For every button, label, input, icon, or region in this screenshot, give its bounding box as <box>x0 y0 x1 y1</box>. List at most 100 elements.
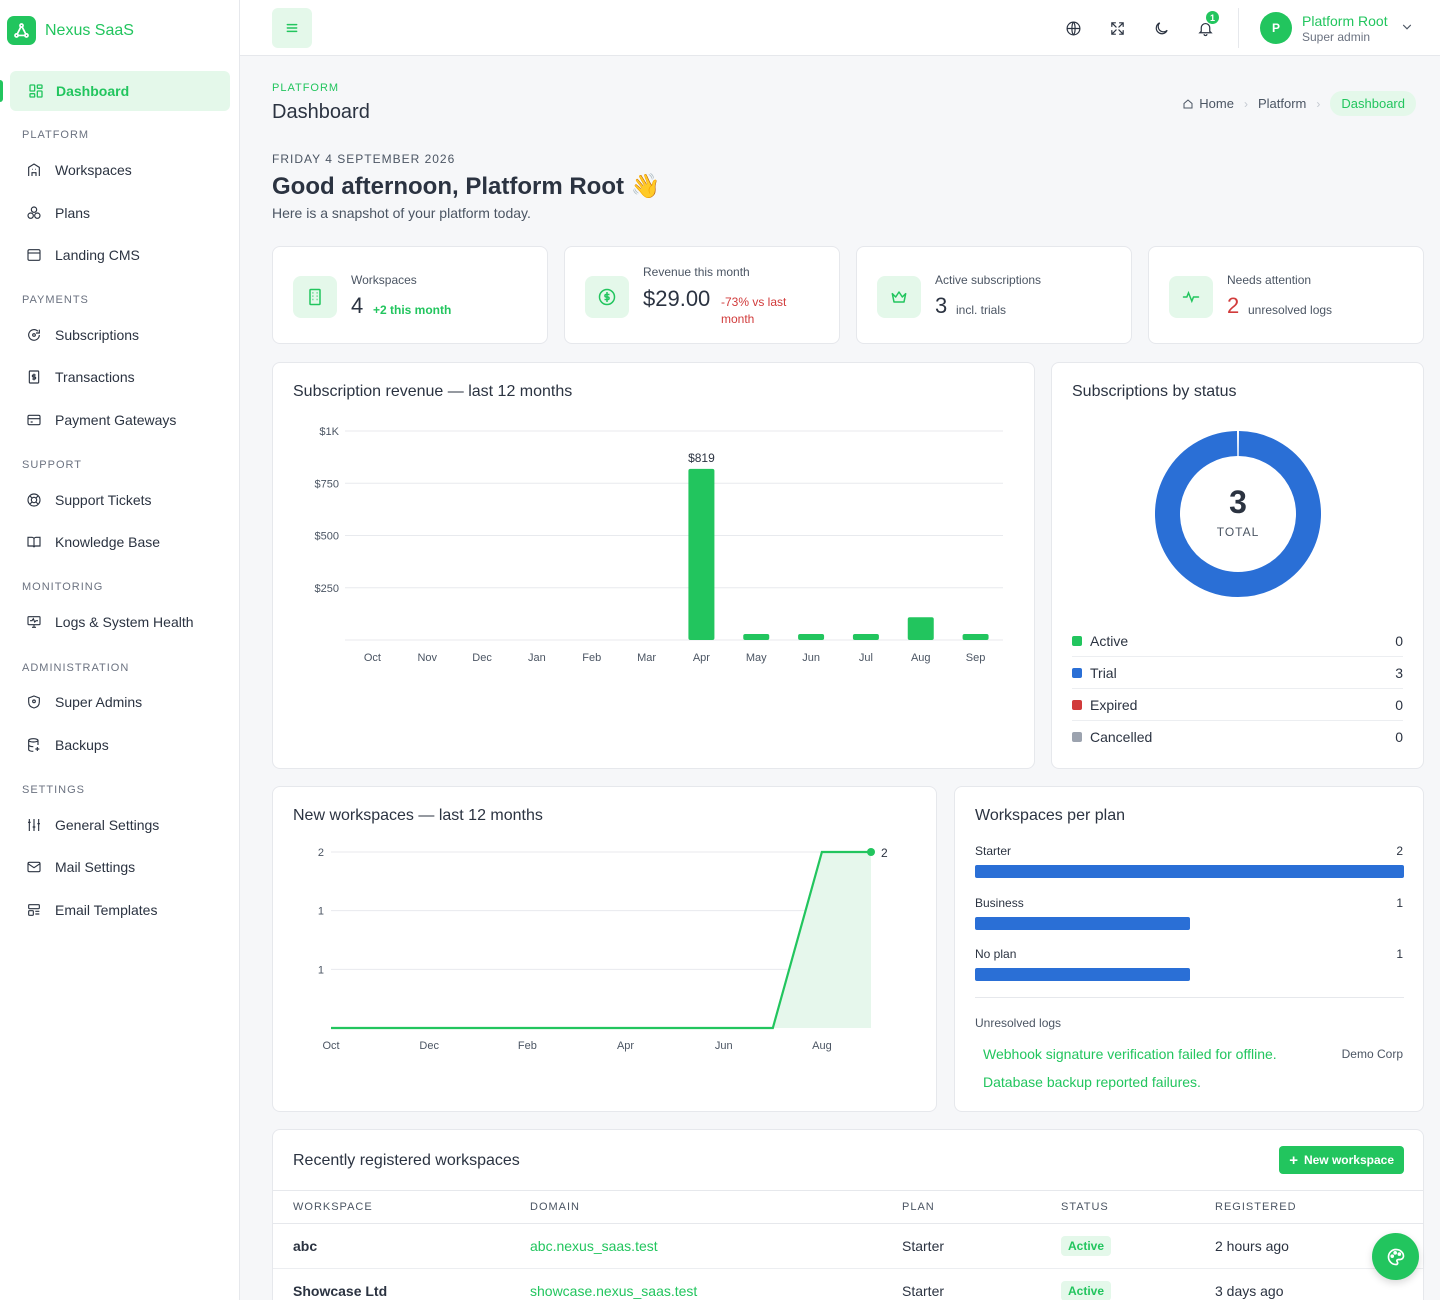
donut-slice[interactable] <box>1155 431 1321 597</box>
menu-icon <box>286 23 298 33</box>
table-header: WORKSPACE DOMAIN PLAN STATUS REGISTERED <box>273 1190 1423 1224</box>
legend-label: Active <box>1090 632 1129 649</box>
topbar: 1 P Platform Root Super admin <box>240 0 1440 56</box>
notification-badge: 1 <box>1206 11 1219 24</box>
sliders-icon <box>28 819 40 831</box>
legend-row-expired: Expired 0 <box>1072 689 1403 721</box>
x-tick-label: Apr <box>693 652 710 664</box>
language-button[interactable] <box>1057 12 1089 44</box>
sidebar-item-super-admins[interactable]: Super Admins <box>26 694 142 710</box>
sidebar-item-mail-settings[interactable]: Mail Settings <box>26 859 135 875</box>
sidebar-item-support-tickets[interactable]: Support Tickets <box>26 492 152 508</box>
x-tick-label: Jul <box>859 652 873 664</box>
brand-logo-icon <box>7 16 36 45</box>
workspace-plan: Starter <box>902 1283 945 1299</box>
column-header[interactable]: DOMAIN <box>530 1201 580 1213</box>
section-title-settings: SETTINGS <box>22 784 86 796</box>
user-role: Super admin <box>1302 30 1371 44</box>
revenue-bar[interactable] <box>743 633 770 640</box>
theme-toggle-button[interactable] <box>1145 12 1177 44</box>
stat-label: Workspaces <box>351 273 417 287</box>
column-header[interactable]: STATUS <box>1061 1201 1109 1213</box>
workspace-registered: 3 days ago <box>1215 1283 1284 1299</box>
revenue-bar[interactable] <box>798 633 825 640</box>
card-title: Recently registered workspaces <box>293 1152 520 1169</box>
shield-icon <box>28 695 40 709</box>
sidebar-item-knowledge-base[interactable]: Knowledge Base <box>26 534 160 550</box>
card-title: Subscription revenue — last 12 months <box>293 383 573 400</box>
sidebar-item-logs[interactable]: Logs & System Health <box>26 614 194 630</box>
column-header[interactable]: REGISTERED <box>1215 1201 1297 1213</box>
plan-chart-card: Workspaces per plan Starter 2 Business 1 No … <box>954 786 1424 1112</box>
brand-name: Nexus SaaS <box>45 21 134 39</box>
theme-customizer-button[interactable] <box>1372 1233 1419 1280</box>
active-indicator <box>0 80 3 102</box>
status-badge: Active <box>1061 1281 1112 1300</box>
sidebar-item-payment-gateways[interactable]: Payment Gateways <box>26 412 176 428</box>
workspace-domain-link[interactable]: abc.nexus_saas.test <box>530 1238 658 1254</box>
log-link[interactable]: Webhook signature verification failed fo… <box>983 1046 1277 1062</box>
sidebar-item-transactions[interactable]: Transactions <box>26 369 135 385</box>
logs-title: Unresolved logs <box>975 1016 1062 1030</box>
plan-bar[interactable] <box>975 916 1190 930</box>
revenue-bar[interactable] <box>962 633 989 640</box>
table-row[interactable]: abc abc.nexus_saas.test Starter Active 2… <box>273 1224 1423 1269</box>
activity-icon <box>1169 276 1213 318</box>
table-row[interactable]: Showcase Ltd showcase.nexus_saas.test St… <box>273 1269 1423 1300</box>
workspace-domain-link[interactable]: showcase.nexus_saas.test <box>530 1283 698 1299</box>
receipt-icon <box>28 370 40 384</box>
user-name[interactable]: Platform Root <box>1302 13 1388 29</box>
stat-card-revenue: Revenue this month $29.00 -73% vs last m… <box>564 246 840 344</box>
x-tick-label: Dec <box>419 1040 439 1052</box>
breadcrumb-label: Home <box>1199 96 1234 111</box>
new-workspace-button[interactable]: + New workspace <box>1279 1146 1404 1174</box>
brand[interactable]: Nexus SaaS <box>7 16 134 45</box>
column-header[interactable]: PLAN <box>902 1201 935 1213</box>
plan-bar[interactable] <box>975 968 1190 981</box>
boxes-icon <box>27 206 41 219</box>
section-title-administration: ADMINISTRATION <box>22 662 130 674</box>
breadcrumb-platform[interactable]: Platform <box>1257 96 1307 111</box>
log-link[interactable]: Database backup reported failures. <box>983 1074 1201 1090</box>
revenue-bar[interactable] <box>907 617 934 640</box>
plan-bar[interactable] <box>975 865 1404 878</box>
menu-toggle-button[interactable] <box>272 8 312 48</box>
x-tick-label: Nov <box>417 652 437 664</box>
sidebar-item-label: Dashboard <box>56 83 130 99</box>
column-header[interactable]: WORKSPACE <box>293 1201 373 1213</box>
sidebar-item-workspaces[interactable]: Workspaces <box>26 162 132 178</box>
bell-icon <box>1197 22 1213 36</box>
fullscreen-button[interactable] <box>1101 12 1133 44</box>
legend-value: 3 <box>1395 664 1403 681</box>
sidebar-item-subscriptions[interactable]: Subscriptions <box>26 327 139 343</box>
notifications-button[interactable]: 1 <box>1189 11 1221 44</box>
breadcrumb-current: Dashboard <box>1330 91 1416 116</box>
sidebar-item-plans[interactable]: Plans <box>26 205 90 221</box>
browser-icon <box>27 249 41 261</box>
revenue-bar[interactable] <box>852 633 879 640</box>
sidebar-item-landing-cms[interactable]: Landing CMS <box>26 247 140 263</box>
sidebar-item-label: Logs & System Health <box>55 614 194 630</box>
stat-value: 4 <box>351 293 364 318</box>
chevron-down-icon[interactable] <box>1400 20 1414 39</box>
sidebar-item-backups[interactable]: Backups <box>26 737 109 753</box>
sidebar-item-email-templates[interactable]: Email Templates <box>26 902 157 918</box>
revenue-bar[interactable] <box>688 468 715 640</box>
sidebar-item-label: Payment Gateways <box>55 412 177 428</box>
revenue-bar-chart: $250 $500 $750 $1K Oct Nov Dec Jan Feb Mar Apr $819… <box>315 426 1003 664</box>
sidebar-item-label: General Settings <box>55 817 160 833</box>
sidebar-item-general-settings[interactable]: General Settings <box>26 817 159 833</box>
sidebar-item-label: Transactions <box>55 369 135 385</box>
sidebar-item-dashboard[interactable]: Dashboard <box>10 71 230 111</box>
breadcrumb-home[interactable]: Home <box>1182 96 1234 111</box>
greeting: Good afternoon, Platform Root 👋 <box>272 173 661 200</box>
stat-note: unresolved logs <box>1248 303 1333 317</box>
recent-workspaces-card: Recently registered workspaces + New wor… <box>272 1129 1424 1300</box>
workspaces-area-chart: 2 1 1 2 Oct Dec Feb Apr Jun Aug <box>318 846 888 1052</box>
stat-note: -73% vs last <box>721 295 787 309</box>
section-title-platform: PLATFORM <box>22 129 90 141</box>
status-badge: Active <box>1061 1236 1112 1256</box>
avatar[interactable]: P <box>1260 12 1292 44</box>
x-tick-label: Sep <box>966 652 986 664</box>
series-end-point[interactable] <box>867 848 875 856</box>
